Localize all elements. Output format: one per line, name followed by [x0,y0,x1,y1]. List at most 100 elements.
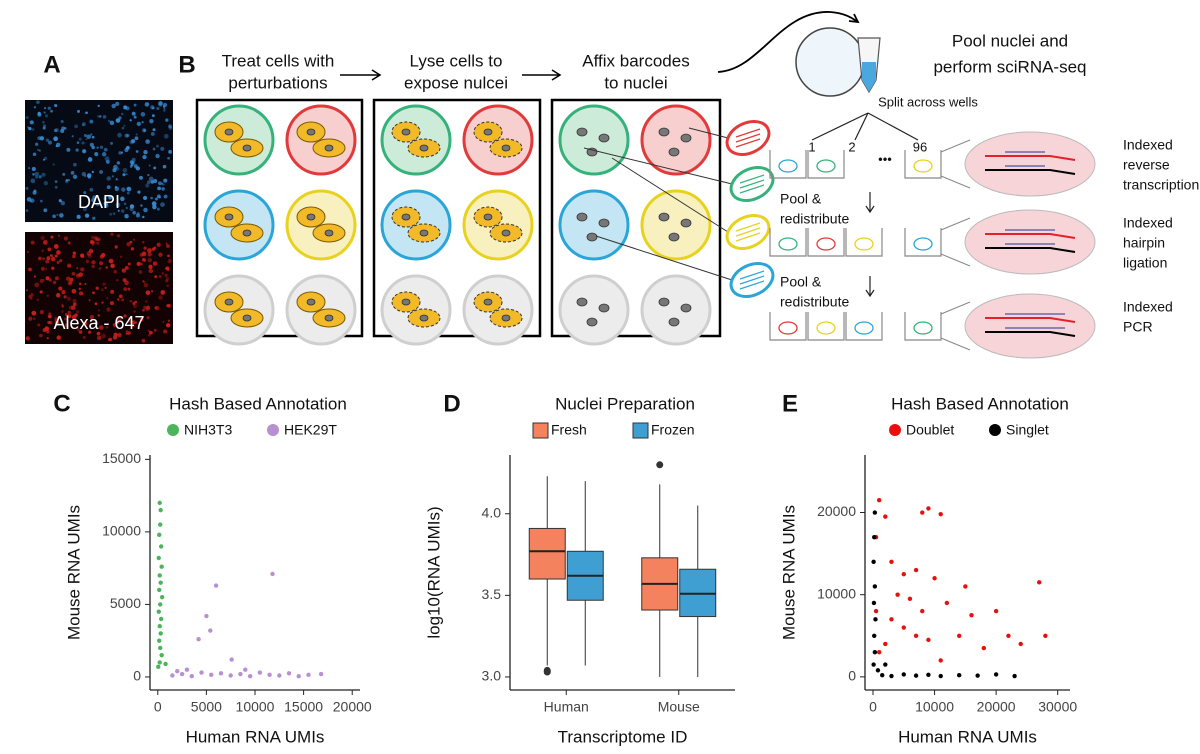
cell-dot [129,206,134,212]
cell-dot [29,120,34,125]
cell-dot [42,120,45,124]
cell-dot [25,209,29,213]
cell-dot [104,156,110,162]
cell-dot [90,133,93,136]
cell-dot [66,147,71,152]
cell-dot [90,240,95,245]
split-label: Split across wells [878,94,978,109]
stain-label: Alexa - 647 [53,313,144,333]
cell-dot [132,210,136,215]
cell-dot [143,283,149,288]
cell-dot [116,161,121,165]
round-label: ligation [1123,255,1167,271]
cell-dot [28,295,32,299]
cell-dot [156,207,160,211]
nucleus [306,213,316,221]
cell-dot [78,330,83,334]
cell-dot [147,258,153,263]
nucleus [658,127,670,137]
cell-dot [85,111,88,115]
cell-dot [141,240,145,244]
plate-well [807,228,845,257]
cell-dot [78,137,82,141]
cell-dot [31,166,36,172]
cell-dot [56,261,60,264]
cell-dot [120,196,125,202]
cell-dot [142,280,145,283]
cell-dot [127,332,131,336]
point [170,673,175,678]
nuclei-blob [778,321,798,335]
cell-dot [41,249,44,252]
nucleus [224,213,234,221]
cell-dot [99,145,104,149]
zoom-ellipse [964,209,1096,275]
cell-dot [106,185,111,190]
point [158,544,164,549]
cell-dot [110,141,113,145]
stain-label: DAPI [78,192,120,212]
cell-dot [166,284,169,288]
cell-dot [72,174,78,180]
point [158,645,163,651]
cell-dot [37,136,42,140]
nucleus [306,128,316,136]
x-tick-label: 20000 [977,699,1016,715]
step-label: expose nulcei [404,73,508,92]
point [872,633,877,638]
step-label: Affix barcodes [582,51,689,70]
point [872,510,878,515]
cell-dot [134,300,138,304]
point [1037,580,1042,585]
cell-dot [43,180,49,186]
barcode-strand [735,222,761,232]
point [184,667,190,672]
plate-well [904,228,942,257]
cell-dot [145,290,151,296]
cell-dot [54,318,59,323]
cell-dot [89,187,94,192]
cell-dot [97,314,100,317]
point [993,608,999,614]
nucleus [668,147,680,157]
cell-dot [43,208,48,213]
point [209,672,214,677]
cell-dot [117,298,120,301]
cell-dot [46,256,51,261]
cell-dot [68,305,73,310]
point [938,658,943,663]
cell-dot [54,180,58,183]
plate-well [845,228,883,257]
point [158,616,164,622]
y-tick-label: 10000 [102,523,141,539]
cell-dot [128,317,131,320]
cell-dot [75,148,79,152]
cell-dot [163,107,166,110]
cell-dot [68,242,71,245]
cell-dot [149,330,153,335]
cell-dot [154,275,158,279]
cell-dot [85,138,88,141]
cell-dot [163,329,168,334]
cell-dot [63,295,67,299]
cell-dot [148,164,151,167]
cell-dot [94,152,99,157]
cell-dot [145,183,150,188]
cell-dot [147,248,152,253]
cell-dot [89,142,94,147]
workflow-panel: Treat cells with perturbations Lyse cells … [195,11,1199,359]
cell-dot [61,290,66,295]
cell-dot [143,149,148,155]
cell-dot [143,246,147,250]
cell-dot [73,162,77,167]
cell-dot [141,338,146,343]
cell-dot [117,209,120,212]
well-label: 96 [913,139,927,154]
cell-dot [98,115,102,118]
cell-dot [28,167,31,170]
cell-dot [106,297,109,300]
cell-dot [72,251,77,255]
cell-dot [56,213,59,216]
cell-dot [158,295,163,300]
point [157,660,162,665]
